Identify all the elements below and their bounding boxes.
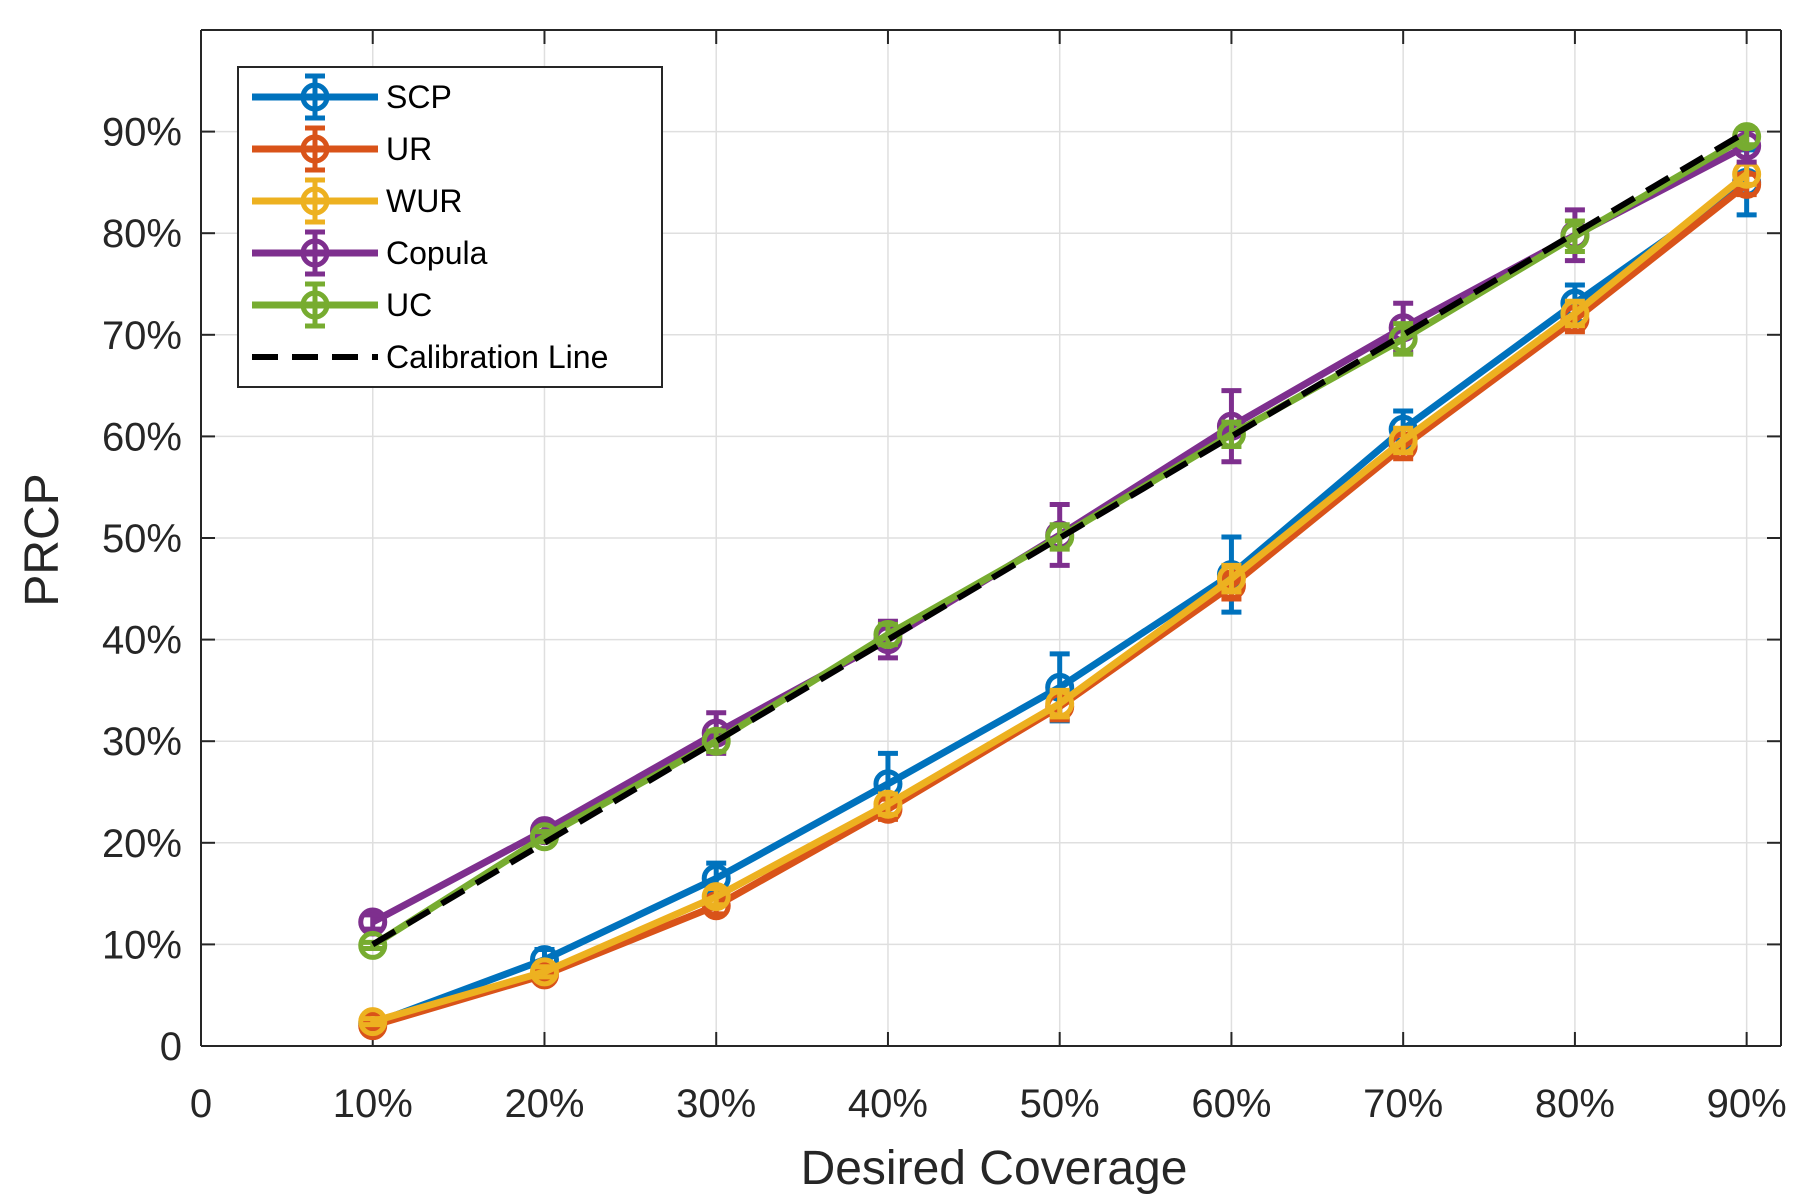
legend-label: Copula xyxy=(386,235,488,271)
legend-label: Calibration Line xyxy=(386,339,608,375)
axes xyxy=(200,29,1782,1047)
x-tick-label: 20% xyxy=(504,1082,584,1126)
data-point xyxy=(1045,522,1075,552)
x-tick-label: 10% xyxy=(333,1082,413,1126)
series-wur xyxy=(358,159,1762,1037)
data-point xyxy=(1216,419,1246,449)
y-tick-label: 30% xyxy=(102,720,182,764)
legend-label: UC xyxy=(386,287,432,323)
plot-area xyxy=(358,122,1762,1041)
data-point xyxy=(358,930,388,960)
legend-label: SCP xyxy=(386,79,452,115)
y-tick-label: 20% xyxy=(102,822,182,866)
legend-item: UC xyxy=(252,281,432,329)
legend-marker xyxy=(300,134,330,164)
legend-item: WUR xyxy=(252,177,462,225)
legend-marker xyxy=(300,82,330,112)
data-point xyxy=(1388,425,1418,455)
data-point xyxy=(1216,564,1246,594)
x-tick-label: 80% xyxy=(1535,1082,1615,1126)
x-tick-label: 40% xyxy=(848,1082,928,1126)
y-tick-label: 80% xyxy=(102,212,182,256)
legend-item: Calibration Line xyxy=(252,339,608,375)
legend-marker xyxy=(300,290,330,320)
grid-lines xyxy=(201,30,1781,1046)
legend-marker xyxy=(300,238,330,268)
legend-label: WUR xyxy=(386,183,462,219)
y-tick-label: 40% xyxy=(102,619,182,663)
data-point xyxy=(529,957,559,987)
y-tick-label: 50% xyxy=(102,517,182,561)
legend: SCP UR WUR Copula UC Calibration Line xyxy=(237,66,663,388)
x-tick-label: 90% xyxy=(1707,1082,1787,1126)
y-tick-label: 10% xyxy=(102,923,182,967)
y-tick-label: 60% xyxy=(102,415,182,459)
legend-marker xyxy=(300,186,330,216)
legend-item: SCP xyxy=(252,73,452,121)
x-tick-label: 70% xyxy=(1363,1082,1443,1126)
data-point xyxy=(1560,221,1590,251)
legend-item: UR xyxy=(252,125,432,173)
legend-item: Copula xyxy=(252,229,488,277)
data-point xyxy=(1045,689,1075,719)
tick-labels: 0 10% 20% 30% 40% 50% 60% 70% 80% 90% 0 10% 20% 30% 40… xyxy=(102,111,1787,1126)
data-point xyxy=(1560,298,1590,328)
x-tick-label: 60% xyxy=(1191,1082,1271,1126)
y-axis-title: PRCP xyxy=(16,473,69,606)
x-axis-title: Desired Coverage xyxy=(801,1142,1188,1195)
y-tick-label: 0 xyxy=(160,1025,182,1069)
data-point xyxy=(873,789,903,819)
data-point xyxy=(701,726,731,756)
data-point xyxy=(701,882,731,912)
y-tick-label: 70% xyxy=(102,314,182,358)
x-tick-label: 50% xyxy=(1020,1082,1100,1126)
x-tick-label: 0 xyxy=(190,1082,212,1126)
calibration-line xyxy=(371,129,1749,947)
y-tick-label: 90% xyxy=(102,111,182,155)
data-point xyxy=(358,1007,388,1037)
legend-label: UR xyxy=(386,131,432,167)
x-tick-label: 30% xyxy=(676,1082,756,1126)
